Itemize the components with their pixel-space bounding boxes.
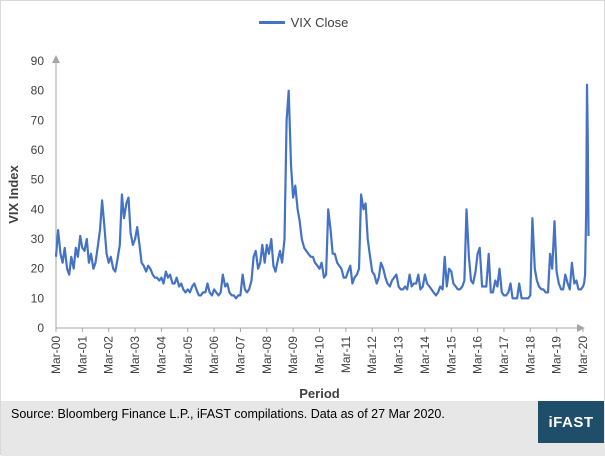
- x-tick-label: Mar-18: [523, 336, 537, 374]
- x-tick-label: Mar-07: [233, 336, 247, 374]
- y-tick-label: 10: [31, 291, 45, 305]
- y-tick-label: 0: [37, 321, 44, 335]
- x-tick-label: Mar-17: [497, 336, 511, 374]
- series-line-vix-close: [54, 83, 590, 300]
- y-tick-label: 70: [31, 113, 45, 127]
- x-axis-title: Period: [299, 386, 340, 401]
- x-tick-label: Mar-08: [260, 336, 274, 374]
- x-axis-ticks: Mar-00 Mar-01 Mar-02 Mar-03 Mar-04 Mar-05 Mar-…: [49, 328, 590, 374]
- source-note: Source: Bloomberg Finance L.P., iFAST co…: [11, 407, 445, 421]
- y-axis-arrow-icon: [52, 55, 60, 63]
- x-tick-label: Mar-20: [576, 336, 590, 374]
- x-tick-label: Mar-05: [181, 336, 195, 374]
- y-tick-label: 40: [31, 202, 45, 216]
- x-tick-label: Mar-04: [154, 336, 168, 374]
- y-tick-label: 90: [31, 54, 45, 68]
- chart-legend: VIX Close: [1, 12, 605, 32]
- legend-label: VIX Close: [290, 14, 349, 30]
- x-tick-label: Mar-16: [471, 336, 485, 374]
- x-tick-label: Mar-01: [75, 336, 89, 374]
- x-tick-label: Mar-09: [286, 336, 300, 374]
- logo-text: iFAST: [548, 413, 594, 431]
- x-tick-label: Mar-14: [418, 336, 432, 374]
- y-tick-label: 80: [31, 84, 45, 98]
- x-tick-label: Mar-19: [550, 336, 564, 374]
- y-axis-ticks: 0 10 20 30 40 50 60 70 80 90: [31, 54, 45, 335]
- ifast-logo: iFAST: [538, 401, 604, 443]
- y-tick-label: 60: [31, 143, 45, 157]
- x-tick-label: Mar-11: [339, 336, 353, 373]
- x-tick-label: Mar-03: [128, 336, 142, 374]
- y-axis-title: VIX Index: [6, 164, 21, 223]
- y-tick-label: 30: [31, 232, 45, 246]
- x-tick-label: Mar-00: [49, 336, 63, 374]
- y-tick-label: 50: [31, 173, 45, 187]
- source-footer: Source: Bloomberg Finance L.P., iFAST co…: [1, 401, 605, 456]
- x-axis-arrow-icon: [577, 324, 585, 332]
- x-tick-label: Mar-10: [313, 336, 327, 374]
- x-tick-label: Mar-13: [392, 336, 406, 374]
- x-tick-label: Mar-02: [102, 336, 116, 374]
- y-tick-label: 20: [31, 262, 45, 276]
- x-tick-label: Mar-12: [365, 336, 379, 374]
- x-tick-label: Mar-06: [207, 336, 221, 374]
- x-tick-label: Mar-15: [444, 336, 458, 374]
- legend-swatch: [258, 20, 285, 24]
